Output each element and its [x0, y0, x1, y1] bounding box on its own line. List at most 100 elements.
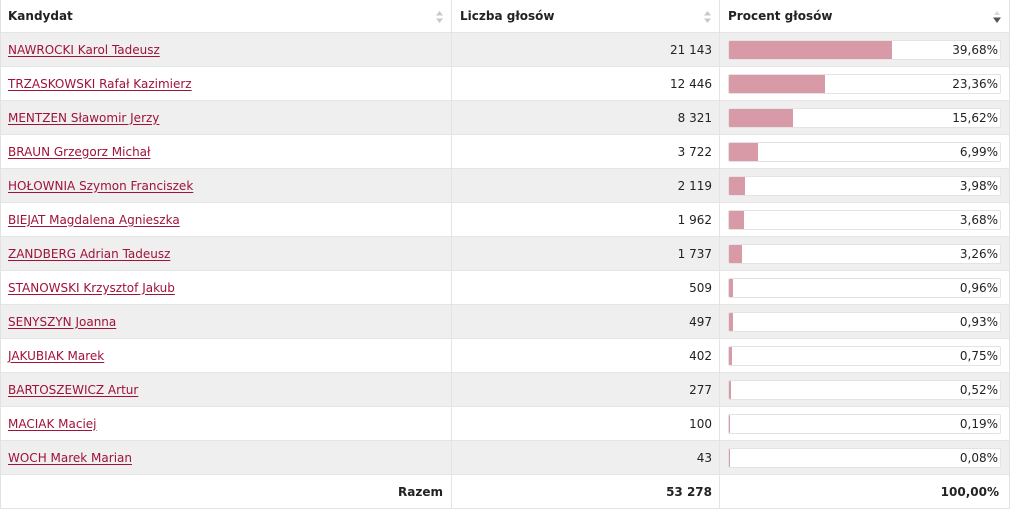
- percent-bar: 0,96%: [728, 277, 1001, 298]
- percent-cell: 0,96%: [720, 271, 1009, 304]
- percent-bar-fill: [729, 176, 746, 195]
- percent-label: 3,98%: [959, 178, 998, 193]
- percent-bar-fill: [729, 278, 733, 297]
- header-votes[interactable]: Liczba głosów: [452, 0, 720, 32]
- sort-both-icon[interactable]: [704, 10, 711, 23]
- table-row: JAKUBIAK Marek 402 0,75%: [1, 339, 1009, 373]
- candidate-link[interactable]: BIEJAT Magdalena Agnieszka: [8, 212, 180, 227]
- votes-cell: 1 737: [452, 237, 720, 270]
- candidate-cell: HOŁOWNIA Szymon Franciszek: [1, 169, 452, 202]
- table-row: WOCH Marek Marian 43 0,08%: [1, 441, 1009, 475]
- candidate-link[interactable]: BARTOSZEWICZ Artur: [8, 382, 139, 397]
- percent-label: 0,75%: [959, 348, 998, 363]
- percent-cell: 23,36%: [720, 67, 1009, 100]
- total-row: Razem 53 278 100,00%: [1, 475, 1009, 509]
- sort-both-icon[interactable]: [436, 10, 443, 23]
- votes-cell: 497: [452, 305, 720, 338]
- percent-label: 39,68%: [952, 42, 998, 57]
- candidate-link[interactable]: NAWROCKI Karol Tadeusz: [8, 42, 160, 57]
- table-row: STANOWSKI Krzysztof Jakub 509 0,96%: [1, 271, 1009, 305]
- votes-cell: 1 962: [452, 203, 720, 236]
- table-row: BIEJAT Magdalena Agnieszka 1 962 3,68%: [1, 203, 1009, 237]
- percent-bar: 0,08%: [728, 447, 1001, 468]
- header-candidate-label: Kandydat: [8, 9, 73, 23]
- percent-bar-fill: [729, 108, 793, 127]
- percent-bar: 0,93%: [728, 311, 1001, 332]
- table-row: TRZASKOWSKI Rafał Kazimierz 12 446 23,36%: [1, 67, 1009, 101]
- percent-label: 6,99%: [959, 144, 998, 159]
- percent-bar: 0,75%: [728, 345, 1001, 366]
- percent-label: 0,52%: [959, 382, 998, 397]
- candidate-cell: WOCH Marek Marian: [1, 441, 452, 474]
- percent-cell: 39,68%: [720, 33, 1009, 66]
- votes-cell: 12 446: [452, 67, 720, 100]
- table-row: MACIAK Maciej 100 0,19%: [1, 407, 1009, 441]
- candidate-link[interactable]: HOŁOWNIA Szymon Franciszek: [8, 178, 194, 193]
- percent-bar-fill: [729, 210, 745, 229]
- votes-cell: 509: [452, 271, 720, 304]
- percent-bar: 39,68%: [728, 39, 1001, 60]
- candidate-link[interactable]: MENTZEN Sławomir Jerzy: [8, 110, 160, 125]
- votes-cell: 43: [452, 441, 720, 474]
- percent-bar: 3,68%: [728, 209, 1001, 230]
- candidate-link[interactable]: BRAUN Grzegorz Michał: [8, 144, 151, 159]
- candidate-cell: SENYSZYN Joanna: [1, 305, 452, 338]
- percent-bar-fill: [729, 414, 730, 433]
- candidate-link[interactable]: SENYSZYN Joanna: [8, 314, 117, 329]
- percent-label: 3,68%: [959, 212, 998, 227]
- percent-cell: 3,68%: [720, 203, 1009, 236]
- votes-cell: 8 321: [452, 101, 720, 134]
- header-votes-label: Liczba głosów: [460, 9, 555, 23]
- percent-bar: 3,98%: [728, 175, 1001, 196]
- percent-label: 23,36%: [952, 76, 998, 91]
- percent-bar: 3,26%: [728, 243, 1001, 264]
- votes-cell: 277: [452, 373, 720, 406]
- percent-bar-fill: [729, 142, 758, 161]
- percent-cell: 3,98%: [720, 169, 1009, 202]
- votes-cell: 2 119: [452, 169, 720, 202]
- candidate-link[interactable]: ZANDBERG Adrian Tadeusz: [8, 246, 171, 261]
- candidate-link[interactable]: STANOWSKI Krzysztof Jakub: [8, 280, 175, 295]
- total-votes: 53 278: [452, 475, 720, 508]
- candidate-cell: TRZASKOWSKI Rafał Kazimierz: [1, 67, 452, 100]
- percent-bar: 15,62%: [728, 107, 1001, 128]
- sort-desc-icon[interactable]: [993, 10, 1001, 23]
- candidate-link[interactable]: WOCH Marek Marian: [8, 450, 132, 465]
- percent-label: 3,26%: [959, 246, 998, 261]
- percent-bar-fill: [729, 312, 733, 331]
- total-percent: 100,00%: [940, 484, 999, 499]
- table-body: NAWROCKI Karol Tadeusz 21 143 39,68% TRZASK…: [1, 33, 1009, 475]
- percent-bar: 23,36%: [728, 73, 1001, 94]
- header-candidate[interactable]: Kandydat: [1, 0, 452, 32]
- total-label: Razem: [1, 475, 452, 508]
- votes-cell: 100: [452, 407, 720, 440]
- percent-cell: 3,26%: [720, 237, 1009, 270]
- candidate-cell: MACIAK Maciej: [1, 407, 452, 440]
- candidate-cell: BARTOSZEWICZ Artur: [1, 373, 452, 406]
- percent-bar-fill: [729, 74, 825, 93]
- candidate-cell: STANOWSKI Krzysztof Jakub: [1, 271, 452, 304]
- table-row: ZANDBERG Adrian Tadeusz 1 737 3,26%: [1, 237, 1009, 271]
- table-row: SENYSZYN Joanna 497 0,93%: [1, 305, 1009, 339]
- percent-bar: 6,99%: [728, 141, 1001, 162]
- percent-bar-fill: [729, 346, 733, 365]
- percent-cell: 0,93%: [720, 305, 1009, 338]
- header-percent[interactable]: Procent głosów: [720, 0, 1009, 32]
- candidate-link[interactable]: MACIAK Maciej: [8, 416, 97, 431]
- percent-cell: 6,99%: [720, 135, 1009, 168]
- percent-label: 0,93%: [959, 314, 998, 329]
- table-row: BARTOSZEWICZ Artur 277 0,52%: [1, 373, 1009, 407]
- percent-cell: 0,52%: [720, 373, 1009, 406]
- candidate-link[interactable]: JAKUBIAK Marek: [8, 348, 105, 363]
- table-row: HOŁOWNIA Szymon Franciszek 2 119 3,98%: [1, 169, 1009, 203]
- percent-bar: 0,52%: [728, 379, 1001, 400]
- candidate-link[interactable]: TRZASKOWSKI Rafał Kazimierz: [8, 76, 192, 91]
- votes-cell: 402: [452, 339, 720, 372]
- percent-bar-fill: [729, 40, 892, 59]
- candidate-cell: BIEJAT Magdalena Agnieszka: [1, 203, 452, 236]
- candidate-cell: MENTZEN Sławomir Jerzy: [1, 101, 452, 134]
- percent-cell: 0,75%: [720, 339, 1009, 372]
- percent-cell: 0,19%: [720, 407, 1009, 440]
- percent-bar-fill: [729, 244, 743, 263]
